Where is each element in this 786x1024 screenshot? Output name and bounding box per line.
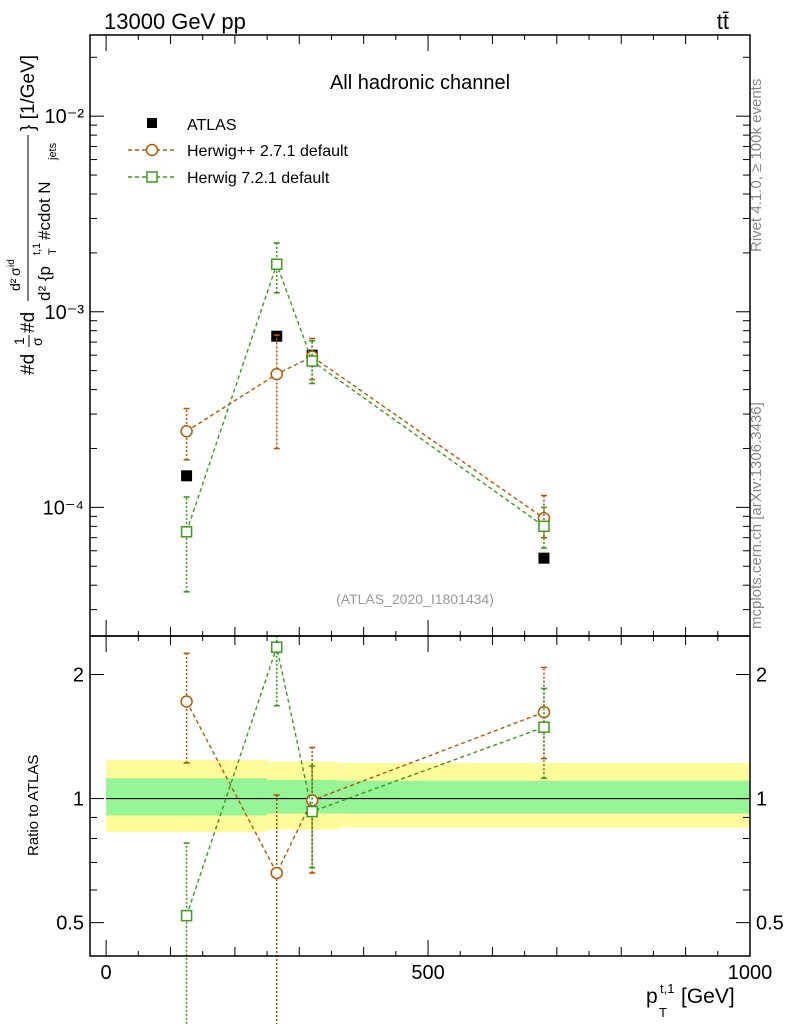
ratio-ytick-label-0: 0.5 [56, 913, 84, 935]
xlabel-units: [GeV] [681, 985, 735, 1008]
legend-marker-herwig7 [146, 171, 158, 183]
xlabel-p: p [646, 985, 658, 1008]
ratio-series-line-0 [185, 701, 545, 875]
main-ytick-label-1: 10⁻³ [45, 302, 85, 324]
main-point-herwig7-1 [270, 258, 283, 270]
legend-entry-herwig7: Herwig 7.2.1 default [128, 170, 330, 187]
ratio-point-herwig7-0 [180, 909, 193, 922]
xlabel-sub: T [659, 1005, 667, 1020]
ratio-point-herwig7-1 [270, 641, 283, 653]
main-point-herwig7-2 [306, 355, 318, 367]
ylabel-frac-bottom: σ [29, 337, 45, 346]
legend-entry-atlas: ATLAS [147, 117, 237, 134]
svg-text:#d: #d [18, 354, 39, 375]
ylabel-den-mid: #cdot N [35, 181, 54, 240]
ylabel-mid: #d [18, 312, 39, 333]
ylabel-frac-top: 1 [11, 337, 27, 345]
ratio-ylabel: Ratio to ATLAS [25, 755, 42, 856]
ratio-ytick-label-right-2: 2 [756, 665, 767, 687]
xtick-label-1: 500 [411, 962, 444, 984]
main-point-atlas-0 [181, 470, 193, 482]
main-point-herwig7-3 [538, 520, 550, 533]
ylabel-d2: d² [7, 278, 23, 291]
legend-marker-atlas [147, 118, 157, 128]
header-right: tt̄ [717, 9, 729, 34]
ratio-point-herwig7-3 [538, 721, 550, 733]
ylabel-jets-sub: jets [47, 142, 59, 161]
main-point-herwigpp-1 [270, 367, 283, 381]
xlabel-sup: t,1 [660, 981, 674, 996]
ylabel-sigma: σ [7, 267, 23, 276]
rivet-label: Rivet 4.1.0, ≥ 100k events [748, 79, 765, 252]
header-left: 13000 GeV pp [104, 9, 246, 34]
main-panel: 10⁻⁴ 10⁻³ 10⁻² All hadronic channel (ATLAS… [6, 34, 751, 637]
band-inner-2 [337, 780, 750, 814]
main-ytick-label-0: 10⁻⁴ [43, 497, 84, 519]
band-inner-0 [106, 778, 268, 816]
ylabel-sigma-sup: id [6, 259, 17, 267]
legend-label-herwigpp: Herwig++ 2.7.1 default [187, 143, 349, 160]
legend-label-atlas: ATLAS [187, 117, 237, 134]
mcplots-label: mcplots.cern.ch [arXiv:1306.3436] [748, 402, 765, 629]
legend-entry-herwigpp: Herwig++ 2.7.1 default [128, 143, 349, 160]
legend: ATLAS Herwig++ 2.7.1 default Herwig 7.2.… [128, 117, 349, 187]
ratio-point-herwigpp-0 [180, 695, 193, 708]
main-ytick-label-2: 10⁻² [45, 106, 85, 128]
ratio-ytick-label-right-1: 1 [756, 789, 767, 811]
xtick-label-0: 0 [101, 962, 112, 984]
main-ylabel: #d 1 σ #d d² σ id d² {p t,1 T #cdot N je… [6, 55, 59, 375]
ratio-point-herwig7-2 [306, 805, 318, 818]
legend-label-herwig7: Herwig 7.2.1 default [187, 170, 330, 187]
xlabel: p t,1 T [GeV] [646, 981, 735, 1020]
ylabel-units: } [1/GeV] [18, 55, 39, 131]
ratio-ytick-label-2: 2 [73, 665, 84, 687]
main-title: All hadronic channel [330, 72, 510, 94]
main-point-herwig7-0 [180, 526, 193, 538]
ylabel-den-open: d² {p [35, 266, 54, 301]
ratio-frame [89, 635, 751, 957]
band-inner-1 [267, 779, 338, 814]
main-series-line-2 [185, 262, 545, 533]
xtick-label-2: 1000 [728, 962, 773, 984]
main-series-line-1 [186, 355, 545, 519]
legend-marker-herwigpp [145, 143, 159, 157]
ylabel-num: #d [18, 354, 39, 375]
ratio-ytick-label-right-0: 0.5 [756, 913, 784, 935]
ylabel-pt-sup: t,1 [31, 243, 43, 255]
ratio-point-herwigpp-1 [270, 866, 283, 880]
ratio-panel: 0.5 0.5 1 1 2 2 0 500 1000 Ratio to ATLAS p t,1 … [25, 635, 784, 1024]
main-point-herwigpp-0 [180, 425, 193, 438]
ratio-series-line-1 [185, 644, 545, 916]
main-point-atlas-3 [538, 552, 550, 564]
watermark: (ATLAS_2020_I1801434) [336, 591, 494, 607]
ratio-ytick-label-1: 1 [73, 789, 84, 811]
ylabel-pt-sub: T [47, 248, 59, 255]
